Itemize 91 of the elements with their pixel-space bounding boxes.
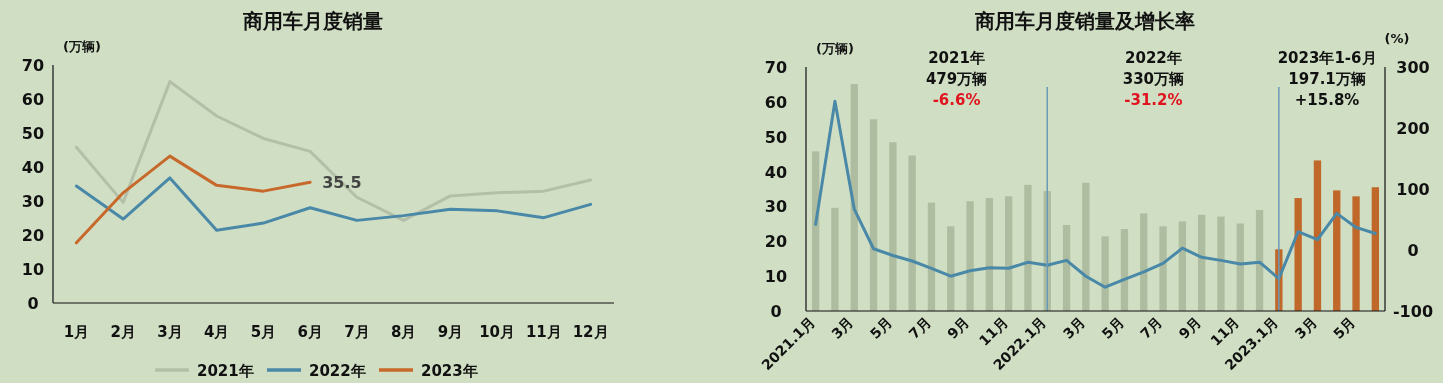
bar: [1101, 236, 1109, 311]
y-tick-label: 20: [764, 232, 788, 252]
bar: [1236, 223, 1244, 311]
bar: [1082, 182, 1090, 311]
annotation: 197.1万辆: [1288, 70, 1366, 88]
line-series: [74, 80, 593, 222]
bar: [927, 202, 936, 311]
y-tick-label: 60: [21, 90, 45, 109]
y-tick-label: 40: [764, 162, 788, 182]
bar: [985, 198, 994, 311]
y-tick-label: 30: [21, 192, 45, 211]
x-tick-label: 2月: [110, 323, 136, 341]
y2-axis-title: (%): [1384, 31, 1410, 46]
x-tick-label: 6月: [297, 323, 323, 341]
bar: [1024, 184, 1032, 311]
y-tick-label: 40: [21, 158, 45, 177]
y-tick-label: 0: [770, 302, 782, 321]
y-tick-label: 70: [764, 58, 788, 77]
y-tick-label: 50: [764, 127, 788, 147]
annotation: 2023年1-6月: [1277, 49, 1377, 67]
y-tick-label: 20: [21, 226, 45, 245]
legend-label: 2021年: [197, 362, 254, 380]
bar: [1371, 187, 1380, 311]
annotation: 479万辆: [925, 70, 988, 88]
line-series: [74, 176, 593, 232]
line-series: [74, 154, 312, 245]
x-tick-label: 12月: [572, 323, 609, 341]
x-tick-label: 5月: [1098, 313, 1127, 342]
bar: [1062, 224, 1071, 311]
x-tick-label: 5月: [866, 313, 895, 342]
x-tick-label: 10月: [479, 323, 516, 341]
y-tick-label: 10: [21, 260, 45, 279]
x-tick-label: 11月: [525, 323, 562, 341]
bar: [850, 84, 858, 311]
bar: [1294, 198, 1302, 311]
y2-tick-label: 300: [1396, 58, 1430, 77]
bar: [869, 119, 878, 311]
y-axis-title: (万辆): [816, 41, 854, 56]
y2-tick-label: 100: [1396, 180, 1430, 199]
bar: [1352, 196, 1360, 311]
chart-title: 商用车月度销量及增长率: [974, 9, 1195, 33]
bar: [1333, 190, 1341, 311]
legend-label: 2023年: [421, 362, 478, 380]
x-tick-label: 3月: [828, 313, 857, 342]
y-axis-title: (万辆): [63, 39, 101, 54]
annotation: 2021年: [928, 49, 985, 67]
chart-title: 商用车月度销量: [242, 9, 383, 33]
bar: [831, 207, 839, 311]
y-tick-label: 60: [764, 92, 788, 112]
bar: [1120, 229, 1129, 311]
x-tick-label: 3月: [1291, 313, 1320, 342]
bar: [1313, 160, 1322, 311]
bar: [1004, 196, 1013, 311]
bar: [947, 226, 955, 311]
x-tick-label: 7月: [1137, 313, 1166, 342]
x-tick-label: 4月: [203, 323, 230, 341]
y2-tick-label: 0: [1407, 241, 1419, 260]
x-tick-label: 5月: [250, 323, 277, 341]
x-tick-label: 9月: [1175, 313, 1204, 342]
x-tick-label: 8月: [390, 323, 417, 341]
x-tick-label: 3月: [157, 323, 183, 341]
y2-tick-label: 200: [1396, 119, 1430, 138]
bar: [1255, 209, 1264, 311]
bar: [1197, 214, 1206, 311]
x-tick-label: 9月: [437, 323, 464, 341]
annotation: 2022年: [1125, 49, 1182, 67]
bar: [1159, 226, 1167, 311]
x-tick-label: 5月: [1330, 313, 1359, 342]
annotation: -6.6%: [932, 91, 981, 109]
x-tick-label: 7月: [344, 323, 370, 341]
bar: [1178, 221, 1187, 311]
x-tick-label: 3月: [1059, 313, 1088, 342]
y-tick-label: 70: [21, 56, 45, 75]
bar: [1140, 213, 1148, 311]
bar: [966, 201, 974, 311]
y-tick-label: 0: [27, 294, 39, 313]
x-tick-label: 7月: [905, 313, 934, 342]
data-label: 35.5: [322, 173, 362, 193]
y-tick-label: 30: [764, 197, 788, 217]
y-tick-label: 50: [21, 124, 45, 143]
annotation: 330万辆: [1122, 70, 1185, 88]
x-tick-label: 9月: [944, 313, 973, 342]
y2-tick-label: -100: [1392, 302, 1434, 321]
y-tick-label: 10: [764, 267, 788, 287]
annotation: +15.8%: [1294, 91, 1360, 109]
legend-label: 2022年: [309, 362, 366, 380]
x-tick-label: 1月: [63, 323, 90, 341]
bar: [908, 155, 916, 311]
bar: [1217, 216, 1225, 311]
bar: [889, 142, 897, 311]
annotation: -31.2%: [1124, 91, 1183, 109]
